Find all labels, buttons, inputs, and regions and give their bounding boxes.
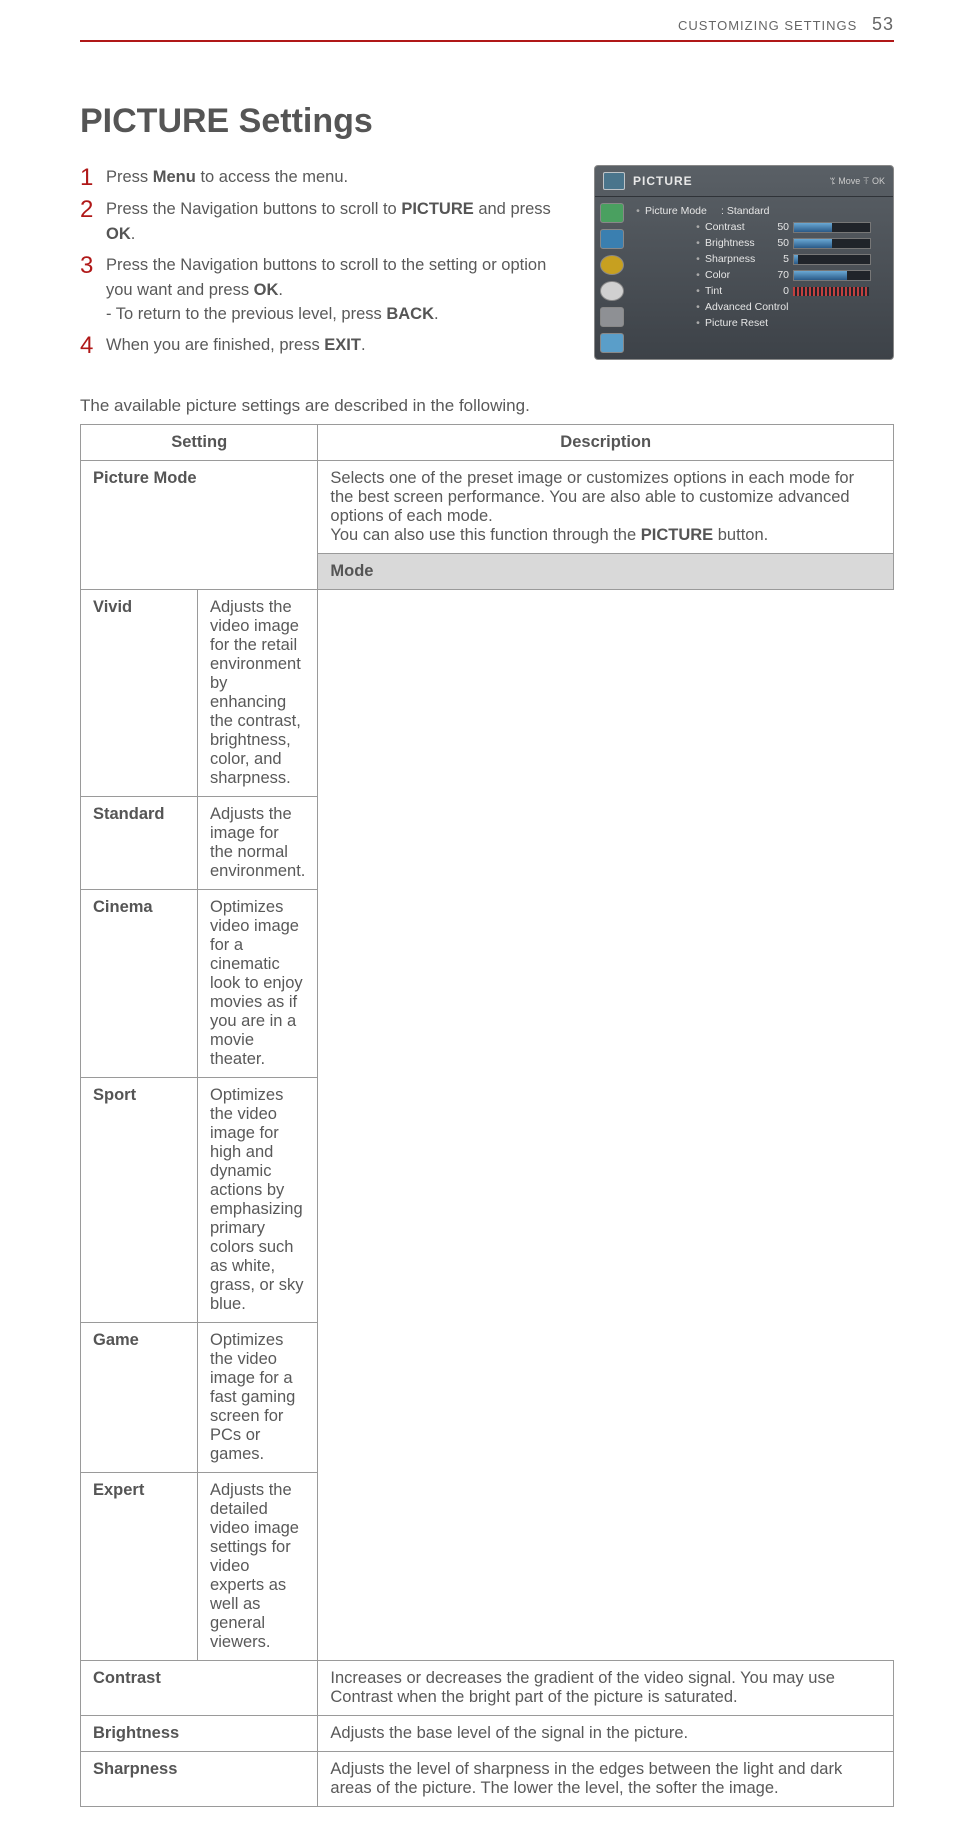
osd-slider-value: 5	[763, 253, 793, 265]
table-intro: The available picture settings are descr…	[80, 396, 894, 416]
mode-name: Game	[81, 1323, 198, 1472]
step-text: Press	[106, 168, 153, 186]
step-bold: PICTURE	[401, 200, 473, 218]
mode-desc: Optimizes video image for a cinematic lo…	[198, 890, 317, 1077]
step-2: 2 Press the Navigation buttons to scroll…	[80, 197, 564, 247]
mode-desc: Optimizes the video image for a fast gam…	[198, 1323, 317, 1472]
desc-text: button.	[713, 526, 768, 544]
header-section-text: CUSTOMIZING SETTINGS	[678, 18, 857, 33]
clock-tab-icon[interactable]	[600, 281, 624, 301]
osd-contrast-row[interactable]: •Contrast50	[631, 219, 887, 235]
osd-tint-row[interactable]: • Tint 0	[631, 283, 887, 299]
osd-tint-label: Tint	[705, 285, 763, 297]
step-subtext: - To return to the previous level, press	[106, 305, 386, 323]
setting-name: Sharpness	[81, 1751, 318, 1806]
osd-sharpness-row[interactable]: •Sharpness5	[631, 251, 887, 267]
slider-bar	[793, 254, 871, 265]
step-text: .	[361, 336, 366, 354]
header-section: CUSTOMIZING SETTINGS 53	[678, 14, 894, 35]
setting-name: Contrast	[81, 1660, 318, 1715]
osd-picture-mode-label: Picture Mode	[645, 205, 721, 217]
step-text: and press	[474, 200, 551, 218]
step-text: .	[131, 225, 136, 243]
setting-desc: Adjusts the level of sharpness in the ed…	[318, 1751, 894, 1806]
slider-bar	[793, 222, 871, 233]
desc-text: Selects one of the preset image or custo…	[330, 469, 854, 544]
step-number: 3	[80, 253, 106, 327]
tint-bar	[793, 287, 869, 296]
osd-slider-label: Sharpness	[705, 253, 763, 265]
audio-tab-icon[interactable]	[600, 229, 624, 249]
osd-picture-reset[interactable]: • Picture Reset	[631, 315, 887, 331]
mode-name: Vivid	[81, 590, 198, 796]
step-bold: BACK	[386, 305, 434, 323]
setting-desc: Increases or decreases the gradient of t…	[318, 1660, 894, 1715]
settings-table: Setting Description Picture Mode Selects…	[80, 424, 894, 1807]
osd-category-icons	[595, 197, 629, 359]
step-number: 4	[80, 333, 106, 359]
osd-hint: ꔂ Move ꔉ OK	[830, 176, 885, 187]
picture-icon	[603, 172, 625, 190]
page-number: 53	[872, 14, 894, 34]
option-tab-icon[interactable]	[600, 307, 624, 327]
step-bold: OK	[254, 281, 279, 299]
osd-reset-label: Picture Reset	[705, 317, 768, 329]
step-text: .	[278, 281, 283, 299]
osd-picture-mode-value: : Standard	[721, 205, 769, 217]
th-setting: Setting	[81, 424, 318, 460]
osd-title: PICTURE	[633, 174, 830, 188]
osd-tint-value: 0	[763, 285, 793, 297]
osd-picture-mode-row[interactable]: • Picture Mode : Standard	[631, 203, 887, 219]
setting-desc: Adjusts the base level of the signal in …	[318, 1715, 894, 1751]
step-bold: Menu	[153, 168, 196, 186]
step-text: Press the Navigation buttons to scroll t…	[106, 256, 546, 299]
mode-name: Sport	[81, 1078, 198, 1322]
osd-slider-value: 50	[763, 237, 793, 249]
osd-slider-label: Color	[705, 269, 763, 281]
osd-slider-value: 70	[763, 269, 793, 281]
mode-name: Expert	[81, 1473, 198, 1660]
step-text: When you are finished, press	[106, 336, 324, 354]
osd-color-row[interactable]: •Color70	[631, 267, 887, 283]
setting-name: Brightness	[81, 1715, 318, 1751]
slider-bar	[793, 270, 871, 281]
step-number: 2	[80, 197, 106, 247]
osd-advanced-control[interactable]: • Advanced Control	[631, 299, 887, 315]
osd-advanced-label: Advanced Control	[705, 301, 788, 313]
step-text: Press the Navigation buttons to scroll t…	[106, 200, 401, 218]
step-text: to access the menu.	[196, 168, 348, 186]
mode-name: Standard	[81, 797, 198, 889]
row-picture-mode-name: Picture Mode	[81, 460, 318, 589]
osd-slider-value: 50	[763, 221, 793, 233]
row-picture-mode-desc: Selects one of the preset image or custo…	[318, 460, 894, 553]
desc-bold: PICTURE	[641, 526, 713, 544]
time-tab-icon[interactable]	[600, 255, 624, 275]
step-number: 1	[80, 165, 106, 191]
mode-desc: Adjusts the video image for the retail e…	[198, 590, 317, 796]
osd-slider-label: Contrast	[705, 221, 763, 233]
step-3: 3 Press the Navigation buttons to scroll…	[80, 253, 564, 327]
picture-tab-icon[interactable]	[600, 203, 624, 223]
info-tab-icon[interactable]	[600, 333, 624, 353]
step-bold: OK	[106, 225, 131, 243]
step-4: 4 When you are finished, press EXIT.	[80, 333, 564, 359]
osd-slider-label: Brightness	[705, 237, 763, 249]
mode-name: Cinema	[81, 890, 198, 1077]
mode-desc: Adjusts the detailed video image setting…	[198, 1473, 317, 1660]
step-1: 1 Press Menu to access the menu.	[80, 165, 564, 191]
mode-desc: Adjusts the image for the normal environ…	[198, 797, 317, 889]
steps-list: 1 Press Menu to access the menu. 2 Press…	[80, 165, 564, 366]
th-description: Description	[318, 424, 894, 460]
step-text: .	[434, 305, 439, 323]
slider-bar	[793, 238, 871, 249]
mode-desc: Optimizes the video image for high and d…	[198, 1078, 317, 1322]
page-title: PICTURE Settings	[80, 102, 894, 141]
step-bold: EXIT	[324, 336, 361, 354]
mode-header: Mode	[318, 553, 894, 589]
osd-brightness-row[interactable]: •Brightness50	[631, 235, 887, 251]
osd-picture-panel: PICTURE ꔂ Move ꔉ OK • Picture Mode :	[594, 165, 894, 360]
